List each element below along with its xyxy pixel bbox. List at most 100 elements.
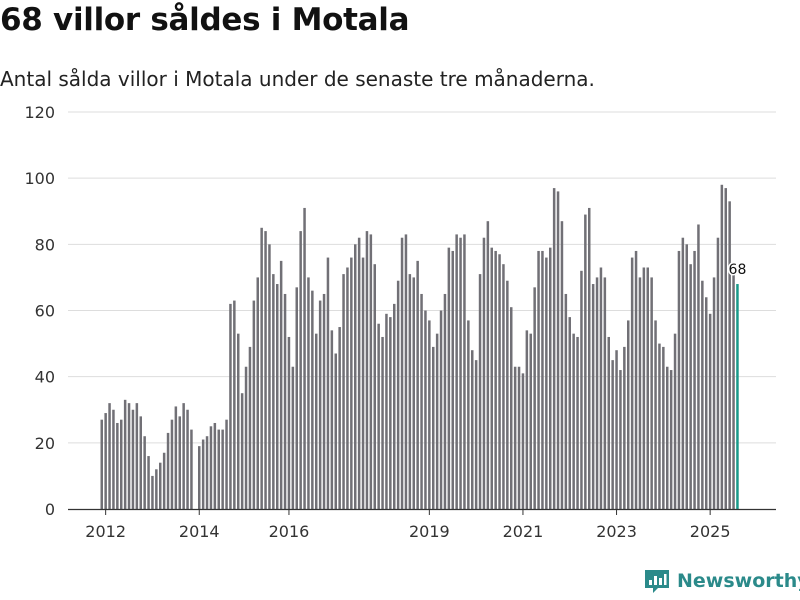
y-tick-label: 80 bbox=[35, 235, 55, 254]
brand-logo: Newsworthy bbox=[644, 568, 800, 594]
bar bbox=[459, 237, 462, 509]
bar bbox=[716, 237, 720, 509]
bar bbox=[139, 416, 142, 509]
bar bbox=[178, 416, 181, 509]
bar bbox=[283, 293, 287, 509]
bar bbox=[642, 267, 646, 509]
bar bbox=[439, 310, 443, 509]
bar bbox=[100, 419, 103, 509]
bar bbox=[135, 403, 139, 509]
bar bbox=[720, 184, 724, 510]
bar bbox=[381, 336, 384, 509]
bar bbox=[190, 429, 193, 509]
x-tick-label: 2019 bbox=[409, 522, 450, 541]
bar bbox=[708, 313, 712, 509]
bar bbox=[588, 207, 591, 510]
bar bbox=[400, 237, 404, 509]
bar bbox=[268, 244, 271, 510]
bar bbox=[463, 234, 466, 510]
bar bbox=[681, 237, 685, 509]
bar bbox=[517, 366, 521, 509]
x-tick-label: 2016 bbox=[269, 522, 310, 541]
bar bbox=[357, 237, 361, 509]
bar bbox=[240, 393, 244, 509]
bar bbox=[435, 333, 439, 509]
bar bbox=[685, 244, 688, 510]
bar bbox=[244, 366, 248, 509]
bar bbox=[166, 432, 170, 509]
bar bbox=[576, 336, 579, 509]
y-tick-label: 120 bbox=[24, 103, 55, 122]
bar bbox=[385, 313, 388, 509]
bar bbox=[389, 317, 392, 509]
bar bbox=[603, 277, 607, 509]
bar bbox=[252, 300, 256, 509]
bar bbox=[443, 293, 447, 509]
bar bbox=[201, 439, 205, 509]
bar bbox=[420, 293, 423, 509]
bar bbox=[104, 413, 107, 509]
bar bbox=[556, 191, 560, 509]
bar bbox=[630, 257, 634, 509]
y-tick-label: 0 bbox=[45, 500, 55, 519]
bar bbox=[424, 310, 427, 509]
bar bbox=[432, 346, 435, 509]
bar bbox=[209, 426, 213, 509]
bar bbox=[322, 293, 326, 509]
bar bbox=[650, 277, 653, 509]
bar bbox=[315, 333, 318, 509]
y-tick-label: 100 bbox=[24, 169, 55, 188]
bar bbox=[451, 250, 454, 509]
bar bbox=[186, 409, 189, 509]
bar bbox=[619, 370, 622, 509]
bar bbox=[287, 336, 291, 509]
bar bbox=[669, 370, 673, 509]
bar bbox=[377, 323, 380, 509]
bar bbox=[311, 290, 314, 509]
bar bbox=[490, 247, 493, 509]
bar bbox=[108, 403, 111, 509]
bar bbox=[412, 277, 415, 509]
bar bbox=[607, 336, 610, 509]
bar bbox=[170, 419, 174, 509]
bar bbox=[217, 429, 220, 509]
bar bbox=[120, 419, 123, 509]
bar bbox=[182, 403, 185, 509]
x-tick-label: 2012 bbox=[85, 522, 126, 541]
bar bbox=[147, 456, 150, 509]
bar bbox=[502, 264, 505, 509]
bar bbox=[127, 403, 131, 509]
bar bbox=[572, 333, 575, 509]
x-tick-label: 2023 bbox=[596, 522, 637, 541]
bar bbox=[291, 366, 295, 509]
bar bbox=[276, 284, 279, 509]
bar bbox=[533, 287, 536, 509]
bar bbox=[545, 257, 548, 509]
bar bbox=[393, 303, 396, 509]
bar bbox=[537, 250, 540, 509]
chart-title: 68 villor såldes i Motala bbox=[0, 2, 410, 38]
bar bbox=[198, 446, 201, 509]
bar bbox=[233, 300, 236, 509]
y-tick-label: 20 bbox=[35, 434, 55, 453]
bar bbox=[428, 320, 431, 509]
bar bbox=[560, 221, 564, 510]
bar bbox=[732, 274, 735, 509]
bar bbox=[552, 188, 556, 509]
bar bbox=[529, 333, 532, 509]
bar bbox=[264, 231, 267, 509]
bar bbox=[701, 280, 704, 509]
bar bbox=[159, 462, 162, 509]
bar bbox=[662, 346, 665, 509]
bar bbox=[256, 277, 259, 509]
bar bbox=[611, 360, 614, 509]
bar bbox=[623, 346, 626, 509]
bar bbox=[155, 469, 158, 509]
bar bbox=[112, 409, 115, 509]
bar bbox=[615, 350, 618, 509]
bar bbox=[541, 250, 544, 509]
bar bbox=[646, 267, 649, 509]
bar bbox=[595, 277, 599, 509]
bar bbox=[123, 399, 127, 509]
